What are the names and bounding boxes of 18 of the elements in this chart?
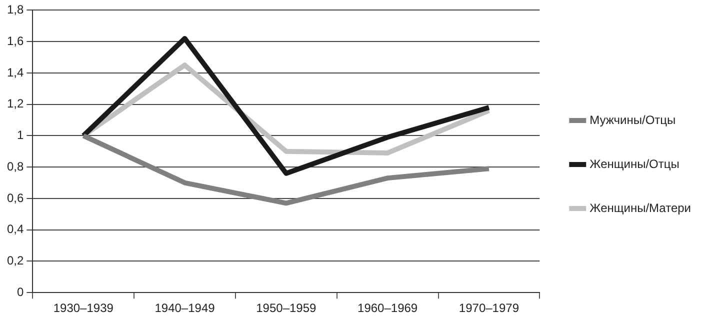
y-tick-label: 1,8 (6, 2, 24, 17)
y-tick-label: 0,6 (6, 190, 24, 205)
y-tick-label: 1 (16, 128, 24, 142)
legend-label: Мужчины/Отцы (590, 112, 676, 127)
legend-label: Женщины/Матери (590, 200, 692, 215)
x-tick-label: 1950–1959 (256, 301, 317, 316)
y-tick-label: 0,4 (6, 222, 24, 236)
x-tick-label: 1940–1949 (154, 301, 216, 316)
legend-label: Женщины/Отцы (590, 156, 680, 171)
y-tick-label: 0,8 (6, 159, 24, 174)
x-tick-label: 1970–1979 (458, 301, 520, 316)
x-tick-label: 1960–1969 (358, 301, 418, 316)
y-tick-label: 1,6 (6, 34, 24, 48)
y-tick-label: 0 (16, 284, 24, 299)
y-tick-label: 1,2 (6, 96, 24, 111)
y-tick-label: 0,2 (6, 254, 24, 268)
x-tick-label: 1930–1939 (53, 301, 114, 316)
y-tick-label: 1,4 (6, 65, 24, 80)
